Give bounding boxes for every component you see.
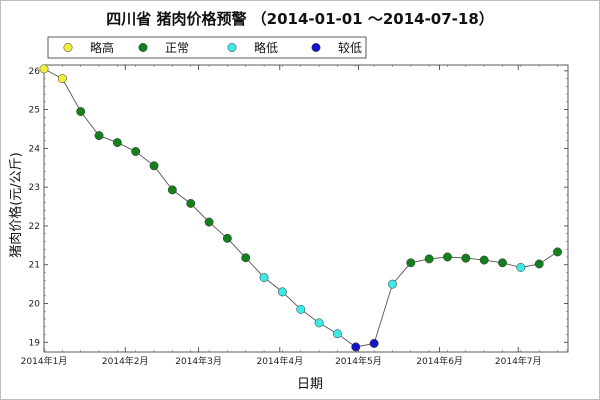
- data-point-normal: [204, 217, 214, 227]
- data-point-slightly-low: [388, 279, 397, 289]
- data-point-slightly-low: [277, 287, 287, 297]
- y-tick-label: 26: [29, 67, 41, 77]
- y-tick-label: 22: [29, 222, 40, 232]
- chart-title: 四川省 猪肉价格预警 （2014-01-01 ～2014-07-18）: [106, 10, 494, 28]
- x-tick-label: 2014年4月: [256, 355, 303, 367]
- legend-box: [47, 36, 367, 59]
- y-axis: 19 20 21 22 23 24 25 26: [29, 67, 568, 351]
- legend-label-slightly-high: 略高: [90, 40, 114, 55]
- data-point-normal: [186, 199, 196, 208]
- data-point-normal: [149, 161, 159, 171]
- data-point-slightly-low: [314, 318, 324, 328]
- legend-marker-slightly-low: [227, 43, 237, 52]
- y-tick-label: 25: [29, 106, 40, 116]
- x-tick-label: 2014年6月: [416, 355, 463, 367]
- data-point-normal: [76, 107, 86, 116]
- price-series: [39, 64, 562, 352]
- x-tick-label: 2014年7月: [495, 355, 542, 367]
- data-point-normal: [553, 247, 562, 257]
- x-tick-label: 2014年3月: [175, 355, 222, 367]
- data-point-normal: [131, 147, 141, 156]
- y-tick-label: 21: [29, 261, 40, 271]
- x-axis: 2014年1月 2014年2月 2014年3月 2014年4月 2014年5月 2014年…: [21, 65, 558, 367]
- data-point-normal: [167, 185, 177, 195]
- y-tick-label: 23: [29, 183, 40, 193]
- data-point-normal: [424, 254, 434, 264]
- data-point-slightly-low: [516, 263, 526, 272]
- x-tick-label: 2014年2月: [102, 355, 149, 367]
- legend-marker-slightly-high: [63, 43, 73, 52]
- data-point-normal: [461, 253, 471, 263]
- data-point-slightly-low: [296, 304, 306, 314]
- data-point-normal: [498, 258, 507, 268]
- data-point-normal: [241, 253, 251, 263]
- x-tick-label: 2014年1月: [21, 355, 68, 367]
- x-axis-label: 日期: [297, 377, 323, 392]
- legend: 略高 正常 略低 较低: [47, 36, 367, 59]
- data-point-normal: [443, 252, 452, 262]
- data-point-normal: [222, 233, 232, 243]
- x-tick-label: 2014年5月: [335, 355, 382, 367]
- legend-marker-lower: [311, 43, 321, 52]
- data-point-normal: [479, 255, 489, 265]
- legend-label-lower: 较低: [338, 40, 362, 55]
- data-point-normal: [94, 131, 104, 141]
- data-point-slightly-low: [259, 273, 269, 282]
- y-tick-label: 20: [29, 300, 41, 310]
- plot-area: [43, 64, 569, 353]
- legend-marker-normal: [138, 43, 148, 52]
- y-axis-label: 猪肉价格(元/公斤): [8, 152, 24, 258]
- data-point-lower: [369, 339, 379, 348]
- data-point-normal: [406, 258, 416, 268]
- y-tick-label: 24: [29, 144, 41, 154]
- data-point-slightly-high: [39, 64, 49, 74]
- legend-label-normal: 正常: [165, 41, 189, 55]
- legend-label-slightly-low: 略低: [254, 40, 278, 55]
- data-point-normal: [112, 138, 122, 148]
- data-point-slightly-high: [57, 74, 67, 84]
- data-point-slightly-low: [332, 329, 342, 339]
- data-point-lower: [351, 342, 361, 352]
- data-point-normal: [534, 259, 544, 269]
- y-tick-label: 19: [29, 338, 41, 348]
